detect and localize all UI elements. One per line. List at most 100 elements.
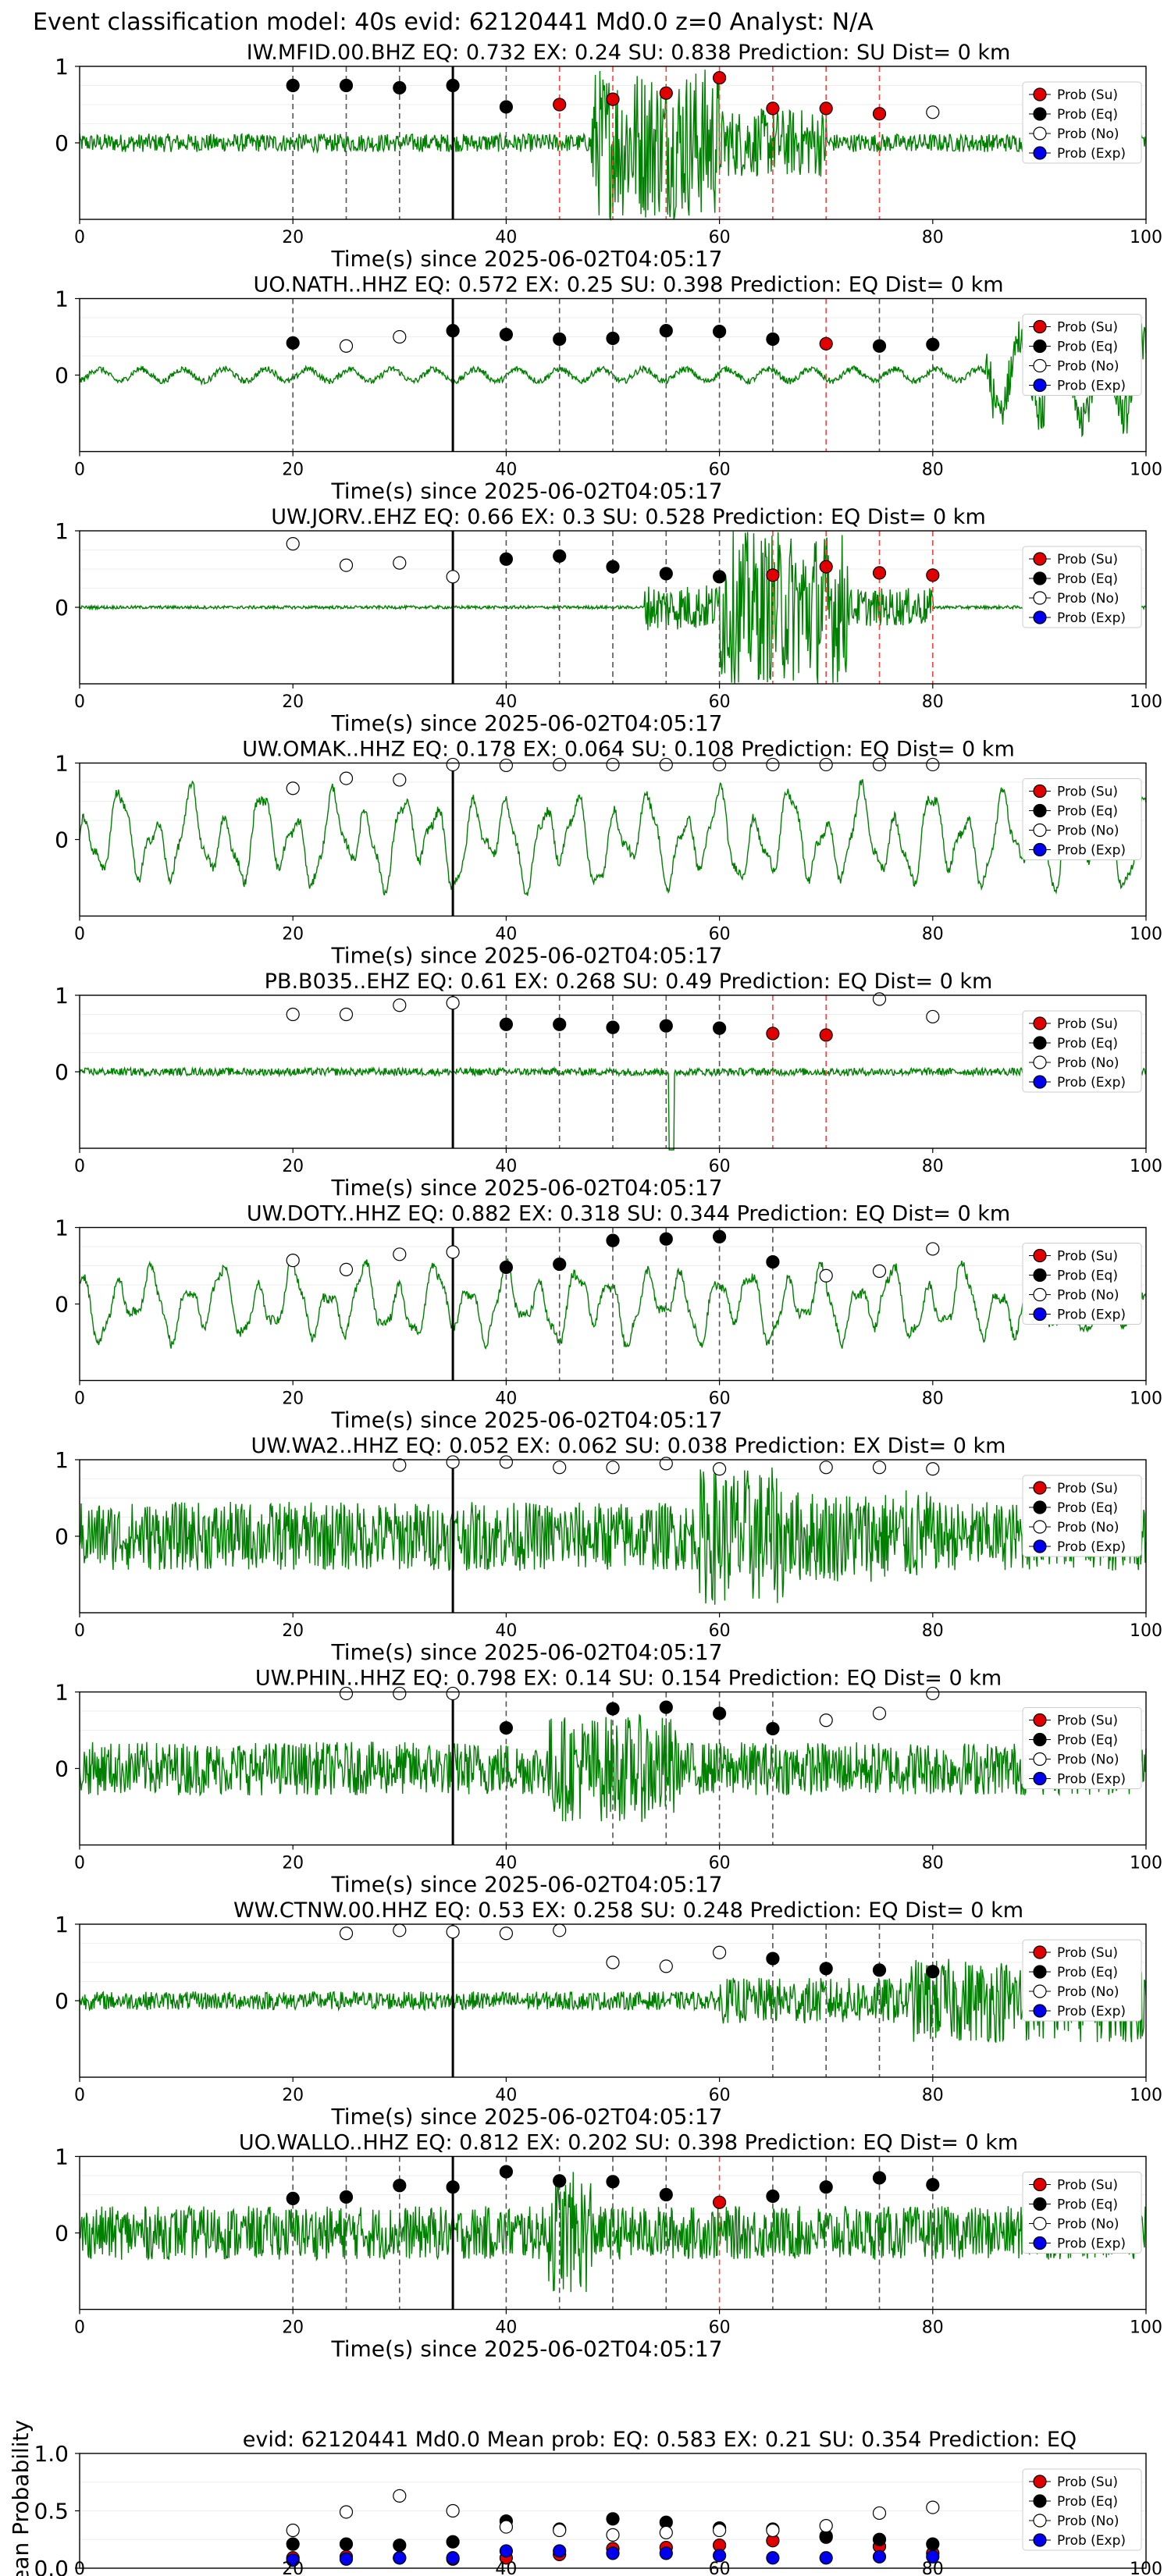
y-tick-label: 0 bbox=[55, 1292, 69, 1318]
legend: Prob (Su) Prob (Eq) Prob (No) Prob (Exp) bbox=[1022, 1010, 1142, 1093]
mean-point-no bbox=[712, 2523, 727, 2538]
x-tick-label: 20 bbox=[282, 925, 304, 945]
legend-label-exp: Prob (Exp) bbox=[1057, 1539, 1126, 1555]
mean-point-no bbox=[499, 2520, 514, 2534]
panel-title: UW.DOTY..HHZ EQ: 0.882 EX: 0.318 SU: 0.3… bbox=[247, 1202, 1010, 1226]
station-panel: UW.DOTY..HHZ EQ: 0.882 EX: 0.318 SU: 0.3… bbox=[55, 1202, 1162, 1433]
prob-point-no bbox=[926, 757, 940, 772]
prob-point-no bbox=[393, 998, 407, 1012]
mean-point-exp bbox=[606, 2546, 620, 2560]
prob-point-no bbox=[286, 537, 300, 551]
prob-point-eq bbox=[766, 1721, 780, 1736]
prob-point-eq bbox=[553, 1257, 567, 1272]
prob-point-su bbox=[872, 107, 887, 121]
prob-point-no bbox=[446, 570, 460, 584]
prob-point-no bbox=[819, 1461, 833, 1475]
legend-marker-su bbox=[1033, 319, 1047, 334]
legend-label-su: Prob (Su) bbox=[1057, 1713, 1118, 1729]
x-tick-label: 20 bbox=[282, 1854, 304, 1873]
prob-point-no bbox=[339, 1686, 354, 1701]
x-axis-label: Time(s) since 2025-06-02T04:05:17 bbox=[330, 1872, 722, 1898]
prob-point-eq bbox=[553, 549, 567, 563]
prob-point-su bbox=[766, 101, 780, 116]
legend-label-su: Prob (Su) bbox=[1057, 87, 1118, 103]
prob-point-eq bbox=[712, 1021, 727, 1035]
x-axis-label: Time(s) since 2025-06-02T04:05:17 bbox=[330, 1639, 722, 1665]
y-tick-label: 0 bbox=[55, 363, 69, 389]
prob-point-no bbox=[339, 1927, 354, 1941]
prob-point-no bbox=[926, 1009, 940, 1024]
x-tick-label: 60 bbox=[709, 925, 731, 945]
y-tick-label: 0 bbox=[55, 1756, 69, 1782]
prob-point-no bbox=[819, 1713, 833, 1727]
legend-label-su: Prob (Su) bbox=[1057, 2178, 1118, 2194]
mean-point-exp bbox=[553, 2544, 567, 2558]
mean-point-no bbox=[926, 2500, 940, 2514]
mean-point-no bbox=[659, 2525, 673, 2540]
panel-title: evid: 62120441 Md0.0 Mean prob: EQ: 0.58… bbox=[243, 2428, 1077, 2452]
figure-title: Event classification model: 40s evid: 62… bbox=[33, 9, 874, 36]
legend-label-su: Prob (Su) bbox=[1057, 1249, 1118, 1265]
prob-point-eq bbox=[659, 1232, 673, 1246]
prob-point-no bbox=[712, 1462, 727, 1476]
x-tick-label: 60 bbox=[709, 2318, 731, 2338]
mean-point-no bbox=[339, 2505, 354, 2519]
prob-point-no bbox=[499, 1927, 514, 1941]
x-tick-label: 80 bbox=[922, 2318, 944, 2338]
panel-title: UW.WA2..HHZ EQ: 0.052 EX: 0.062 SU: 0.03… bbox=[251, 1434, 1006, 1458]
prob-point-eq bbox=[553, 332, 567, 347]
mean-point-exp bbox=[339, 2552, 354, 2566]
mean-point-exp bbox=[819, 2551, 833, 2565]
station-panel: UO.WALLO..HHZ EQ: 0.812 EX: 0.202 SU: 0.… bbox=[55, 2131, 1162, 2362]
legend-label-exp: Prob (Exp) bbox=[1057, 610, 1126, 626]
legend-label-eq: Prob (Eq) bbox=[1057, 1036, 1118, 1051]
x-tick-label: 40 bbox=[495, 692, 517, 712]
prob-point-no bbox=[819, 757, 833, 772]
legend-label-exp: Prob (Exp) bbox=[1057, 146, 1126, 162]
prob-point-su bbox=[872, 566, 887, 580]
prob-point-no bbox=[499, 1455, 514, 1469]
mean-point-exp bbox=[926, 2549, 940, 2564]
y-tick-label: 1 bbox=[55, 983, 69, 1009]
legend-label-su: Prob (Su) bbox=[1057, 1945, 1118, 1961]
panel-title: UO.NATH..HHZ EQ: 0.572 EX: 0.25 SU: 0.39… bbox=[253, 273, 1003, 297]
prob-point-no bbox=[659, 757, 673, 772]
legend-marker-su bbox=[1033, 2177, 1047, 2192]
prob-point-no bbox=[606, 757, 620, 772]
panel-title: UO.WALLO..HHZ EQ: 0.812 EX: 0.202 SU: 0.… bbox=[239, 2131, 1018, 2155]
prob-point-eq bbox=[606, 1702, 620, 1716]
legend-label-su: Prob (Su) bbox=[1057, 785, 1118, 800]
panel-title: UW.OMAK..HHZ EQ: 0.178 EX: 0.064 SU: 0.1… bbox=[242, 738, 1015, 762]
x-axis-label: Time(s) since 2025-06-02T04:05:17 bbox=[330, 1175, 722, 1201]
legend-marker-su bbox=[1033, 1481, 1047, 1495]
legend-marker-eq bbox=[1033, 107, 1047, 121]
legend-marker-exp bbox=[1033, 1771, 1047, 1786]
y-tick-label: 0 bbox=[55, 1524, 69, 1550]
prob-point-eq bbox=[499, 1017, 514, 1031]
prob-point-no bbox=[926, 1686, 940, 1701]
legend-label-exp: Prob (Exp) bbox=[1057, 1308, 1126, 1323]
mean-probability-panel: evid: 62120441 Md0.0 Mean prob: EQ: 0.58… bbox=[8, 2420, 1162, 2576]
prob-point-no bbox=[339, 1007, 354, 1022]
station-panel: UW.OMAK..HHZ EQ: 0.178 EX: 0.064 SU: 0.1… bbox=[55, 738, 1162, 969]
legend: Prob (Su) Prob (Eq) Prob (No) Prob (Exp) bbox=[1022, 1939, 1142, 2022]
prob-point-eq bbox=[659, 567, 673, 581]
x-axis-label: Time(s) since 2025-06-02T04:05:17 bbox=[330, 246, 722, 272]
prob-point-su bbox=[819, 101, 833, 116]
prob-point-no bbox=[339, 558, 354, 572]
x-tick-label: 60 bbox=[709, 2086, 731, 2105]
x-tick-label: 0 bbox=[74, 2560, 85, 2576]
prob-point-no bbox=[339, 771, 354, 785]
legend-box bbox=[1022, 81, 1142, 164]
legend: Prob (Su) Prob (Eq) Prob (No) Prob (Exp) bbox=[1022, 778, 1142, 860]
x-tick-label: 100 bbox=[1130, 925, 1162, 945]
legend-box bbox=[1022, 546, 1142, 628]
prob-point-eq bbox=[872, 1963, 887, 1977]
legend-marker-no bbox=[1033, 2216, 1047, 2231]
legend-label-eq: Prob (Eq) bbox=[1057, 1733, 1118, 1749]
y-tick-label: 0 bbox=[55, 595, 69, 621]
y-tick-label: 0 bbox=[55, 2221, 69, 2247]
prob-point-su bbox=[712, 71, 727, 85]
prob-point-eq bbox=[712, 570, 727, 584]
mean-point-eq bbox=[606, 2512, 620, 2526]
